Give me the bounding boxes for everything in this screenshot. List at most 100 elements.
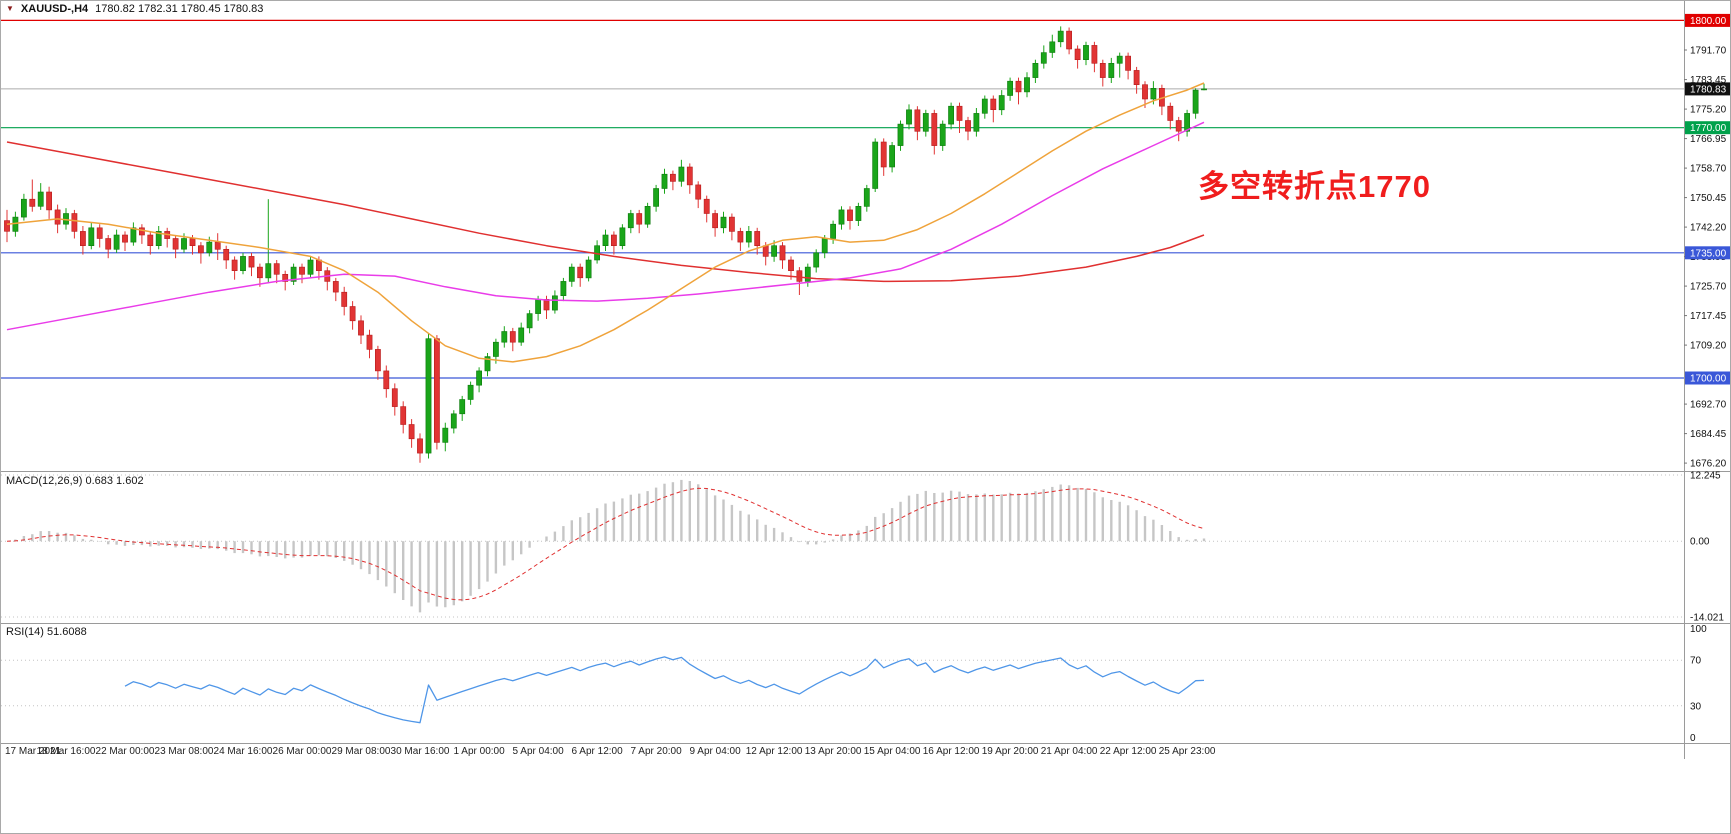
candle [307,259,314,275]
candle [155,231,162,246]
time-axis-label: 17 Mar 2021 [5,746,62,757]
macd-axis-label: 12.245 [1690,471,1721,482]
candle [80,231,86,246]
candle [1184,113,1190,132]
price-tick-label: 1766.95 [1690,134,1727,145]
candle [358,320,364,336]
candle [383,370,390,390]
candle [433,338,440,443]
candle [1175,120,1182,132]
candle [973,113,980,132]
candle [139,227,145,236]
macd-axis-label: -14.021 [1690,613,1724,624]
candle [122,234,128,243]
time-axis-label: 5 Apr 04:00 [513,746,565,757]
candle [796,270,803,282]
candle [1099,62,1106,78]
candle [332,281,339,293]
candle [1116,55,1123,64]
time-axis-label: 16 Apr 12:00 [923,746,980,757]
candle [771,245,777,257]
candle [425,338,432,454]
candle [315,259,322,271]
candle [948,105,954,125]
ma-mid-magenta-line [6,121,1205,331]
candle [712,213,718,229]
price-tick-label: 1791.70 [1690,46,1727,57]
time-axis-label: 30 Mar 16:00 [391,746,450,757]
price-badge-label: 1800.00 [1690,16,1727,27]
candle [568,266,575,282]
candle [130,227,137,243]
symbol-dropdown-icon[interactable]: ▼ [6,4,14,13]
candle [374,349,381,372]
candle [1032,62,1039,78]
price-level-badge: 1700.00 [1685,371,1730,385]
candle [484,356,491,372]
candle [467,384,474,400]
candle [965,120,971,132]
candle [669,173,676,182]
candle [240,256,246,271]
candle [847,209,853,221]
price-tick-label: 1709.20 [1690,341,1727,352]
candle [1150,88,1157,100]
chart-ohlc-values: 1780.82 1782.31 1780.45 1780.83 [95,3,264,15]
rsi-indicator-label: RSI(14) 51.6088 [6,626,87,638]
candle [273,263,280,275]
candle [1142,84,1148,100]
candle [147,234,154,246]
candle [189,238,196,246]
ma-fast-orange-line [6,82,1205,363]
time-axis-label: 13 Apr 20:00 [805,746,862,757]
level-lines-layer [1,19,1684,379]
annotation-text[interactable]: 多空转折点1770 [1198,169,1431,204]
candle [779,245,786,261]
price-badge-label: 1700.00 [1690,374,1727,385]
candle [391,388,398,407]
candle [1108,62,1115,78]
time-axis-label: 7 Apr 20:00 [631,746,683,757]
price-tick-label: 1725.70 [1690,282,1727,293]
candle [206,241,213,254]
rsi-axis-label: 70 [1690,656,1702,667]
price-axis[interactable]: 1791.70 1783.45 1775.20 1766.95 1758.70 1750.… [1684,13,1731,470]
candle [1083,45,1089,61]
candle [1133,70,1140,86]
candle [1015,80,1022,93]
candle [400,406,407,425]
candle [543,298,550,311]
price-tick-label: 1684.45 [1690,429,1727,440]
candle [1057,30,1064,43]
candle [299,266,305,275]
candle [501,331,508,343]
time-axis-label: 19 Apr 20:00 [982,746,1039,757]
candle [172,238,179,250]
candle [105,238,112,250]
time-axis-label: 26 Mar 00:00 [273,746,332,757]
candle [560,281,567,296]
candle [821,238,828,254]
candle [745,231,752,243]
candle [762,245,769,257]
candle [450,413,457,429]
candle [551,295,558,311]
price-tick-label: 1692.70 [1690,400,1727,411]
candle [417,438,423,454]
candle [492,341,499,357]
candle [880,141,887,168]
candle [341,291,348,307]
candle [610,234,617,246]
rsi-line [124,656,1205,724]
candle [788,259,794,271]
candle [282,273,289,282]
time-axis-label: 23 Mar 08:00 [155,746,214,757]
candle [96,227,103,239]
candle [290,266,297,282]
candle [459,399,466,415]
candle [1049,41,1056,53]
candle [37,191,44,207]
candle [804,266,811,282]
